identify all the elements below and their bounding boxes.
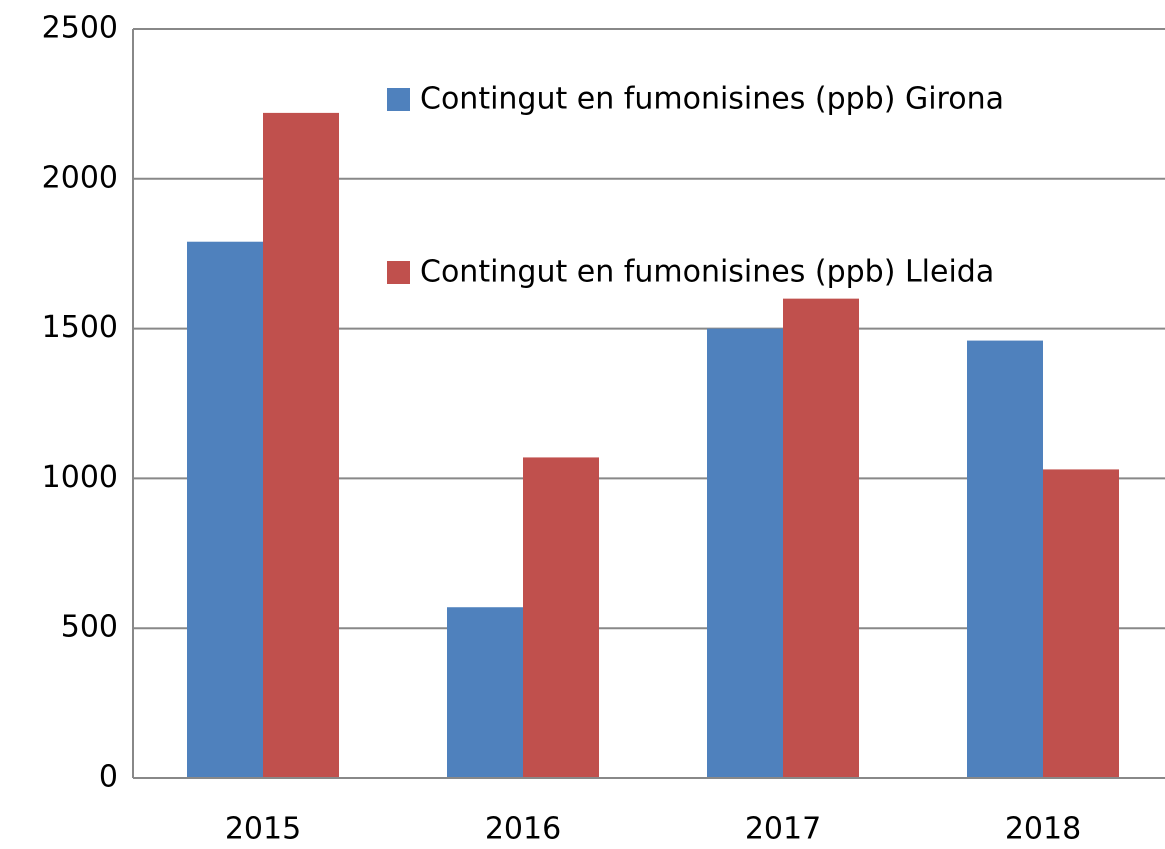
- legend-label: Contingut en fumonisines (ppb) Lleida: [420, 255, 994, 290]
- bar: [783, 298, 859, 778]
- bar: [523, 457, 599, 778]
- x-tick-label: 2017: [745, 812, 821, 847]
- legend-label: Contingut en fumonisines (ppb) Girona: [420, 82, 1004, 117]
- bar: [1043, 469, 1119, 778]
- legend-swatch: [387, 88, 410, 111]
- y-tick-label: 2500: [42, 11, 118, 46]
- y-tick-label: 1500: [42, 310, 118, 345]
- y-tick-label: 500: [61, 610, 118, 645]
- x-tick-label: 2016: [485, 812, 561, 847]
- bar: [187, 241, 263, 778]
- legend-swatch: [387, 261, 410, 284]
- bar: [447, 607, 523, 778]
- bar: [263, 112, 339, 778]
- y-tick-label: 2000: [42, 160, 118, 195]
- bar: [707, 328, 783, 778]
- x-tick-label: 2015: [225, 812, 301, 847]
- y-tick-label: 1000: [42, 460, 118, 495]
- x-tick-label: 2018: [1005, 812, 1081, 847]
- y-tick-label: 0: [99, 760, 118, 795]
- bar: [967, 340, 1043, 778]
